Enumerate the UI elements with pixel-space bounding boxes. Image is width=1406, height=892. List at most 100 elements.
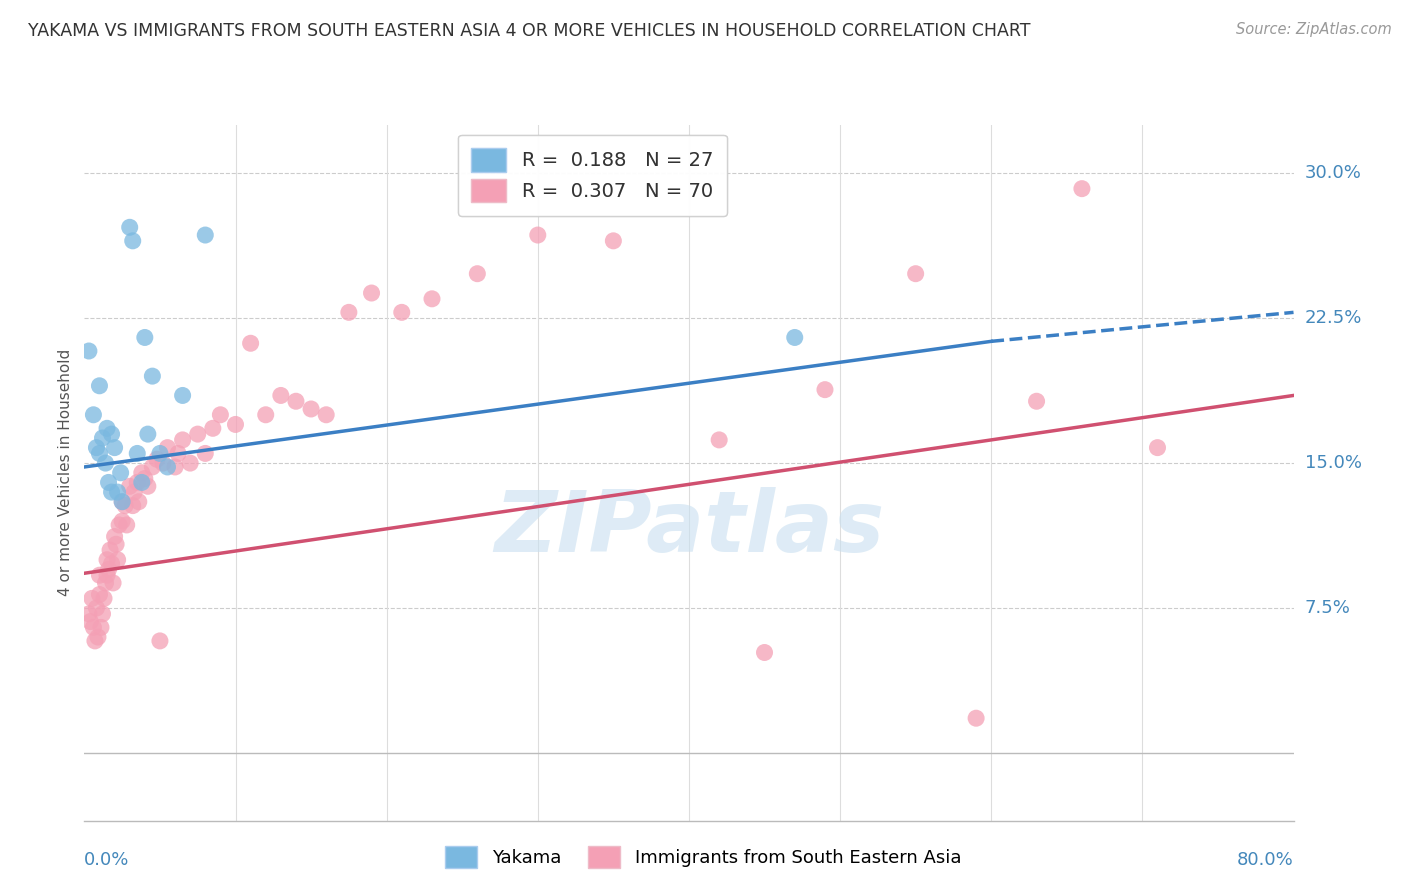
Point	[86, 441, 108, 455]
Point	[94, 456, 117, 470]
Point	[114, 499, 136, 513]
Point	[201, 421, 224, 435]
Point	[163, 460, 186, 475]
Point	[82, 408, 104, 422]
Point	[1025, 394, 1047, 409]
Point	[754, 646, 776, 660]
Text: 30.0%: 30.0%	[1305, 164, 1361, 182]
Point	[79, 615, 101, 629]
Point	[101, 576, 124, 591]
Point	[89, 568, 111, 582]
Point	[100, 485, 122, 500]
Legend: Yakama, Immigrants from South Eastern Asia: Yakama, Immigrants from South Eastern As…	[433, 835, 973, 879]
Point	[91, 607, 114, 621]
Point	[118, 220, 141, 235]
Text: 22.5%: 22.5%	[1305, 310, 1362, 327]
Point	[141, 369, 163, 384]
Point	[98, 543, 121, 558]
Text: 7.5%: 7.5%	[1305, 599, 1351, 617]
Point	[77, 344, 100, 359]
Point	[209, 408, 232, 422]
Point	[110, 466, 132, 480]
Point	[187, 427, 209, 442]
Point	[87, 630, 110, 644]
Point	[128, 494, 150, 508]
Point	[111, 494, 134, 508]
Point	[1071, 182, 1094, 196]
Point	[136, 427, 159, 442]
Point	[783, 330, 806, 344]
Point	[225, 417, 247, 432]
Point	[136, 479, 159, 493]
Point	[149, 633, 172, 648]
Point	[141, 460, 163, 475]
Point	[152, 456, 174, 470]
Point	[100, 427, 122, 442]
Text: ZIPatlas: ZIPatlas	[494, 487, 884, 570]
Point	[965, 711, 987, 725]
Point	[467, 267, 489, 281]
Point	[156, 460, 179, 475]
Point	[194, 446, 217, 460]
Point	[100, 557, 122, 571]
Point	[391, 305, 413, 319]
Point	[146, 452, 169, 467]
Point	[90, 620, 112, 634]
Point	[82, 620, 104, 634]
Point	[156, 441, 179, 455]
Point	[108, 517, 131, 532]
Text: Source: ZipAtlas.com: Source: ZipAtlas.com	[1236, 22, 1392, 37]
Point	[149, 446, 172, 460]
Point	[115, 517, 138, 532]
Point	[91, 431, 114, 445]
Point	[526, 228, 548, 243]
Point	[111, 514, 134, 528]
Text: YAKAMA VS IMMIGRANTS FROM SOUTH EASTERN ASIA 4 OR MORE VEHICLES IN HOUSEHOLD COR: YAKAMA VS IMMIGRANTS FROM SOUTH EASTERN …	[28, 22, 1031, 40]
Point	[127, 475, 149, 490]
Point	[194, 228, 217, 243]
Point	[134, 472, 156, 486]
Point	[121, 234, 143, 248]
Point	[104, 530, 127, 544]
Point	[104, 441, 127, 455]
Point	[131, 475, 153, 490]
Point	[127, 446, 149, 460]
Point	[239, 336, 262, 351]
Point	[96, 568, 118, 582]
Point	[77, 607, 100, 621]
Point	[337, 305, 360, 319]
Point	[96, 552, 118, 567]
Point	[111, 494, 134, 508]
Point	[131, 466, 153, 480]
Point	[179, 456, 201, 470]
Point	[96, 421, 118, 435]
Text: 80.0%: 80.0%	[1237, 851, 1294, 869]
Point	[93, 591, 115, 606]
Point	[904, 267, 927, 281]
Point	[172, 388, 194, 402]
Text: 15.0%: 15.0%	[1305, 454, 1361, 472]
Point	[86, 601, 108, 615]
Point	[315, 408, 337, 422]
Point	[97, 475, 120, 490]
Point	[709, 433, 731, 447]
Point	[420, 292, 443, 306]
Point	[360, 285, 382, 300]
Point	[118, 479, 141, 493]
Point	[121, 499, 143, 513]
Point	[122, 485, 145, 500]
Text: 0.0%: 0.0%	[84, 851, 129, 869]
Point	[84, 633, 107, 648]
Point	[107, 552, 129, 567]
Point	[89, 378, 111, 392]
Point	[172, 433, 194, 447]
Point	[80, 591, 103, 606]
Point	[814, 383, 837, 397]
Point	[1146, 441, 1168, 455]
Point	[299, 401, 322, 416]
Point	[107, 485, 129, 500]
Point	[167, 446, 190, 460]
Point	[94, 576, 117, 591]
Point	[134, 330, 156, 344]
Point	[89, 588, 111, 602]
